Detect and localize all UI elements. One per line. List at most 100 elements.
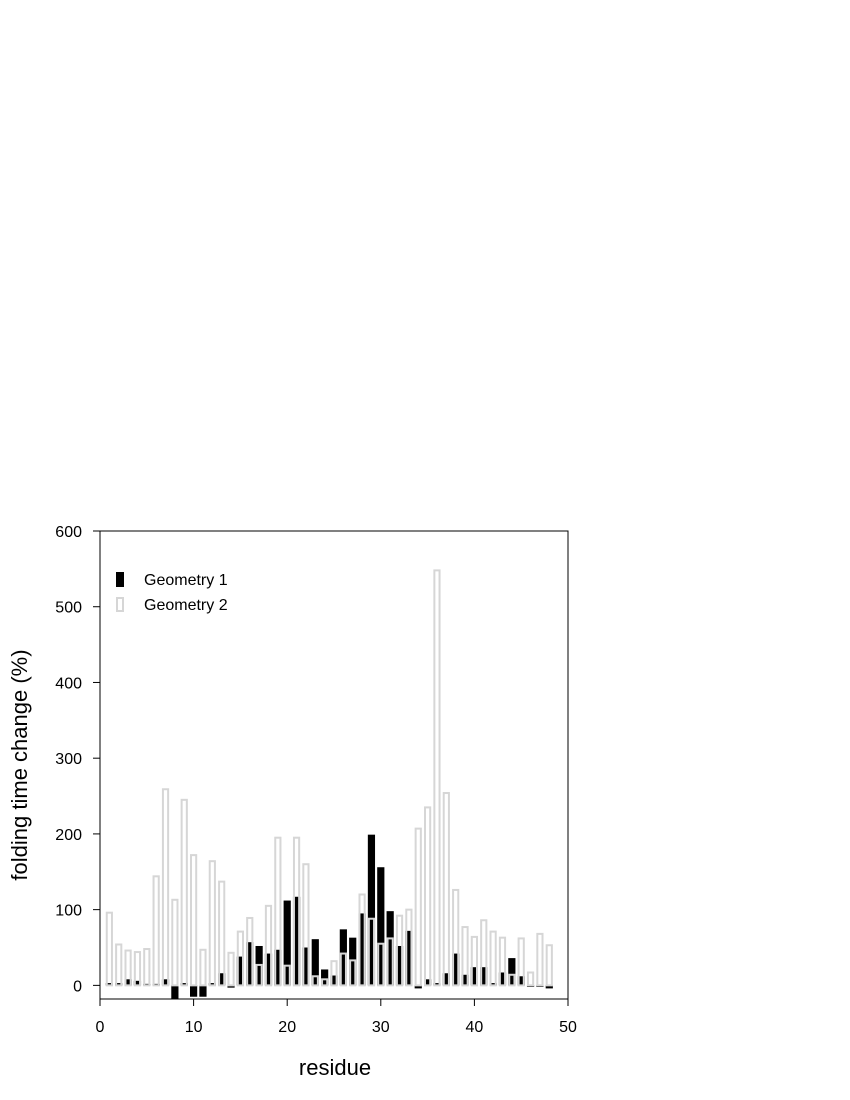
x-axis-title: residue	[299, 1055, 371, 1080]
bar-geometry-1-residue-22	[302, 947, 310, 986]
y-tick-label-600: 600	[55, 524, 82, 541]
bar-geometry-1-residue-4	[133, 980, 142, 986]
legend-label-geometry-2: Geometry 2	[144, 597, 228, 614]
bar-geometry-1-residue-33	[405, 930, 413, 986]
bar-geometry-1-residue-21	[292, 896, 301, 986]
bar-geometry-2-residue-20	[283, 964, 291, 987]
bar-geometry-1-residue-15	[236, 956, 244, 986]
bar-geometry-1-residue-30	[377, 867, 385, 986]
y-tick-label-0: 0	[73, 978, 82, 995]
x-tick-label-30: 30	[372, 1019, 390, 1036]
y-tick-label-500: 500	[55, 600, 82, 617]
plot-frame	[99, 530, 569, 1000]
bar-geometry-2-residue-35	[424, 806, 432, 987]
bar-geometry-2-residue-12	[208, 860, 216, 987]
bar-geometry-1-residue-23	[311, 939, 319, 986]
bar-geometry-2-residue-40	[470, 935, 478, 987]
bar-geometry-2-residue-47	[536, 932, 544, 987]
bar-geometry-2-residue-21	[292, 836, 301, 987]
bar-geometry-2-residue-42	[489, 930, 497, 987]
bar-geometry-2-residue-3	[124, 949, 132, 987]
bar-geometry-1-residue-31	[386, 911, 394, 986]
bar-geometry-2-residue-38	[452, 888, 460, 987]
bar-geometry-1-residue-13	[218, 973, 226, 986]
bar-geometry-1-residue-24	[321, 969, 329, 986]
y-tick-label-400: 400	[55, 675, 82, 692]
legend-swatch-geometry-2	[116, 597, 124, 612]
bar-geometry-1-residue-8	[171, 985, 179, 999]
legend-label-geometry-1: Geometry 1	[144, 572, 228, 589]
bar-geometry-2-residue-13	[218, 880, 226, 987]
bar-geometry-1-residue-39	[461, 974, 469, 986]
bar-geometry-1-residue-9	[180, 983, 188, 986]
bar-geometry-2-residue-22	[302, 863, 310, 987]
bar-geometry-2-residue-41	[480, 919, 488, 987]
bar-geometry-2-residue-31	[386, 937, 394, 987]
bar-geometry-1-residue-43	[498, 972, 507, 986]
bar-geometry-1-residue-20	[283, 900, 291, 986]
y-tick-label-300: 300	[55, 751, 82, 768]
bar-geometry-1-residue-25	[330, 975, 338, 986]
bar-geometry-2-residue-17	[255, 963, 263, 987]
bar-geometry-1-residue-45	[517, 976, 525, 986]
bar-geometry-1-residue-12	[208, 983, 216, 986]
x-tick-label-0: 0	[96, 1019, 105, 1036]
bar-geometry-2-residue-45	[517, 937, 525, 987]
bar-geometry-1-residue-19	[274, 949, 282, 986]
bar-geometry-2-residue-11	[199, 948, 207, 987]
bar-geometry-2-residue-27	[349, 959, 357, 987]
bar-geometry-1-residue-38	[452, 953, 460, 986]
x-tick-label-50: 50	[559, 1019, 577, 1036]
y-axis-ticks: 0 100 200 300 400 500 600	[55, 524, 100, 995]
bar-geometry-1-residue-16	[246, 942, 254, 986]
series-geometry-2-bars	[105, 569, 553, 987]
bar-geometry-1-residue-28	[358, 913, 366, 986]
bar-geometry-2-residue-30	[377, 942, 385, 987]
bar-geometry-1-residue-27	[349, 937, 357, 986]
bar-geometry-2-residue-32	[395, 914, 404, 987]
bar-geometry-2-residue-9	[180, 798, 188, 987]
bar-geometry-1-residue-36	[433, 983, 441, 986]
bar-geometry-2-residue-43	[498, 936, 507, 987]
x-tick-label-40: 40	[466, 1019, 484, 1036]
y-axis-title: folding time change (%)	[7, 649, 32, 880]
bar-geometry-2-residue-25	[330, 960, 338, 987]
bar-geometry-2-residue-18	[264, 904, 273, 987]
bar-geometry-1-residue-42	[489, 983, 497, 986]
bar-geometry-2-residue-44	[508, 973, 516, 987]
bar-geometry-2-residue-8	[171, 898, 179, 987]
legend: Geometry 1 Geometry 2	[116, 572, 228, 614]
y-tick-label-200: 200	[55, 827, 82, 844]
bar-geometry-2-residue-37	[442, 792, 450, 987]
bar-geometry-2-residue-5	[143, 948, 151, 987]
bar-geometry-1-residue-10	[190, 985, 198, 997]
bar-geometry-2-residue-2	[115, 943, 123, 987]
x-tick-label-10: 10	[185, 1019, 203, 1036]
bar-geometry-2-residue-16	[246, 916, 254, 987]
bar-geometry-2-residue-39	[461, 926, 469, 987]
bar-geometry-2-residue-33	[405, 908, 413, 987]
bar-geometry-2-residue-24	[321, 978, 329, 987]
bar-geometry-2-residue-23	[311, 975, 319, 987]
bar-geometry-1-residue-18	[264, 953, 273, 986]
bar-geometry-1-residue-37	[442, 973, 450, 986]
bar-geometry-1-residue-48	[545, 985, 553, 989]
bar-geometry-1-residue-34	[414, 985, 422, 989]
bar-geometry-2-residue-15	[236, 930, 245, 987]
bar-geometry-2-residue-48	[545, 944, 553, 987]
bar-geometry-2-residue-14	[227, 951, 235, 987]
bar-geometry-2-residue-7	[161, 788, 170, 987]
bar-geometry-2-residue-1	[105, 911, 113, 987]
bar-geometry-2-residue-19	[274, 836, 282, 987]
bar-geometry-1-residue-41	[480, 967, 488, 986]
bar-geometry-1-residue-1	[105, 983, 113, 986]
bar-geometry-1-residue-40	[470, 967, 478, 986]
bar-geometry-2-residue-6	[152, 875, 160, 987]
bar-geometry-1-residue-2	[115, 983, 123, 986]
bar-geometry-2-residue-46	[526, 971, 535, 987]
bar-geometry-1-residue-7	[161, 979, 170, 986]
bar-geometry-2-residue-28	[358, 893, 366, 987]
bar-geometry-2-residue-34	[414, 827, 422, 987]
bar-geometry-1-residue-11	[199, 985, 207, 997]
